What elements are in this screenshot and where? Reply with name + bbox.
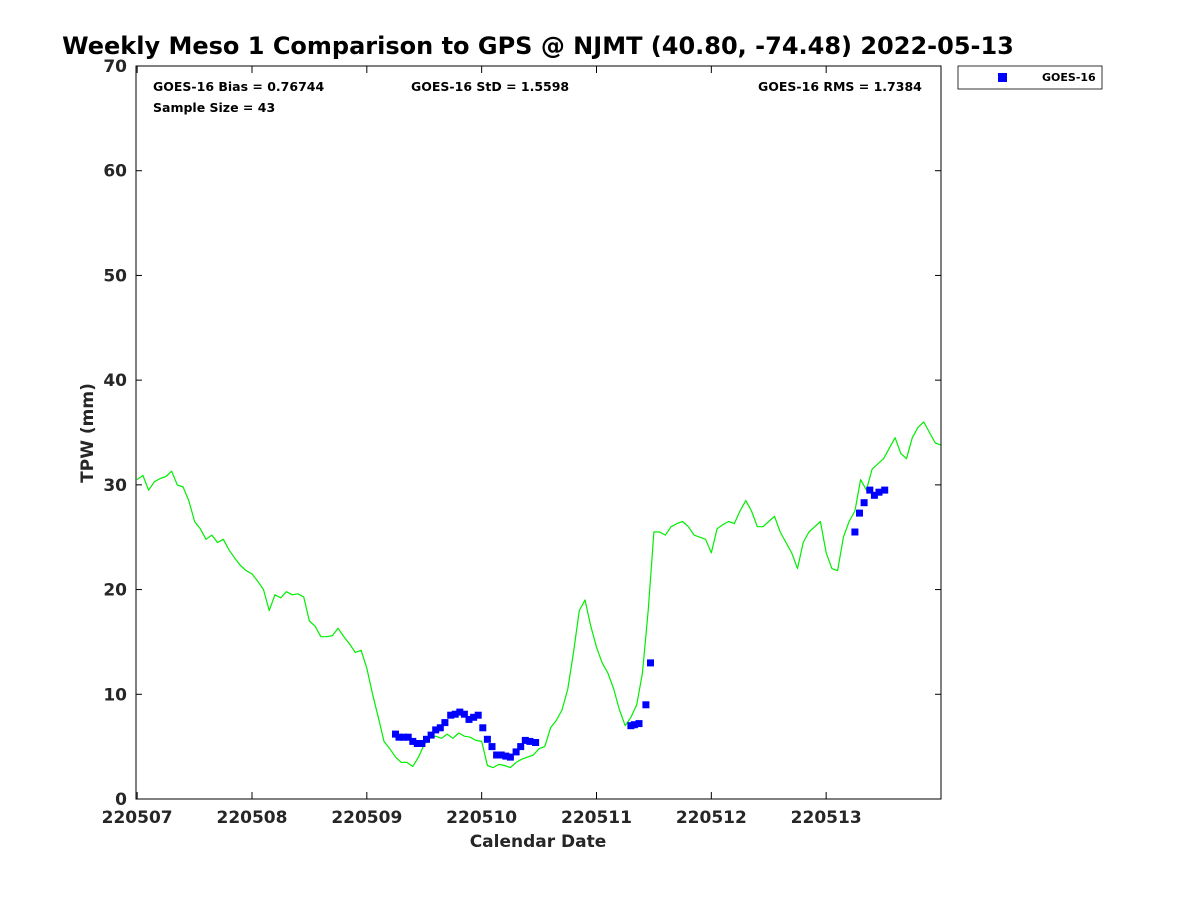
y-tick-label: 30 [103,476,127,496]
goes16-point [521,736,529,744]
x-tick-label: 220509 [331,808,402,828]
goes16-point [395,733,403,741]
legend: GOES-16 [957,65,1103,90]
x-tick-label: 220508 [216,808,287,828]
bias-stat: GOES-16 Bias = 0.76744 [153,79,324,94]
plot-frame [135,65,942,800]
goes16-point [441,719,449,727]
chart-title: Weekly Meso 1 Comparison to GPS @ NJMT (… [62,32,1014,60]
y-tick-label: 50 [103,266,127,286]
goes16-point [526,737,534,745]
goes16-point [456,708,464,716]
goes16-point [488,743,496,751]
std-stat: GOES-16 StD = 1.5598 [411,79,569,94]
goes16-point [409,737,417,745]
goes16-point [451,710,459,718]
goes16-point [483,735,491,743]
goes16-point [474,711,482,719]
goes16-point [856,509,863,517]
y-tick-label: 20 [103,581,127,601]
goes16-point [460,710,468,718]
goes16-point [635,720,643,728]
y-tick-label: 40 [103,371,127,391]
x-axis: 220507 220508 220509 220510 220511 220512 2205… [102,66,862,828]
goes16-point [404,733,412,741]
goes16-point [400,733,408,741]
y-axis-label: TPW (mm) [78,383,98,483]
goes16-point [881,486,889,494]
goes16-point [432,726,440,734]
legend-marker-goes16 [998,73,1007,82]
goes16-point [497,751,505,759]
y-tick-label: 60 [103,162,127,182]
goes16-point [493,751,501,759]
goes16-point [866,486,874,494]
x-tick-label: 220513 [791,808,862,828]
goes16-point [642,701,650,709]
goes16-point [630,721,638,729]
x-tick-label: 220511 [561,808,632,828]
goes16-point [851,528,859,536]
goes16-point [875,488,883,496]
rms-stat: GOES-16 RMS = 1.7384 [758,79,922,94]
y-axis: 0 10 20 30 40 50 60 70 [103,57,941,810]
goes16-point [506,753,514,761]
x-tick-label: 220507 [102,808,173,828]
goes16-point [479,724,487,732]
goes16-point [502,752,510,760]
goes16-point [465,715,473,723]
plot-area: 0 10 20 30 40 50 60 70 220507 220508 220509 220510… [102,57,942,828]
goes16-point [860,499,868,507]
goes16-point [418,740,426,747]
goes16-point [512,748,520,756]
legend-label-goes16: GOES-16 [1042,71,1096,84]
goes16-point [532,739,540,746]
gps-series-line [136,421,942,769]
y-tick-label: 0 [115,790,127,810]
legend-box [957,65,1103,90]
goes16-point [447,711,455,719]
x-axis-label: Calendar Date [470,832,607,852]
goes16-point [423,735,430,743]
goes16-point [470,713,478,721]
x-tick-label: 220512 [676,808,747,828]
y-tick-label: 70 [103,57,127,77]
goes16-point [436,724,444,732]
y-tick-label: 10 [103,685,127,705]
goes16-point [517,743,525,751]
goes16-point [413,740,421,747]
goes16-point [647,659,654,667]
goes16-point [427,731,435,739]
sample-size-stat: Sample Size = 43 [153,100,275,115]
x-tick-label: 220510 [446,808,517,828]
series-layer [136,421,942,769]
goes16-point [870,491,878,499]
